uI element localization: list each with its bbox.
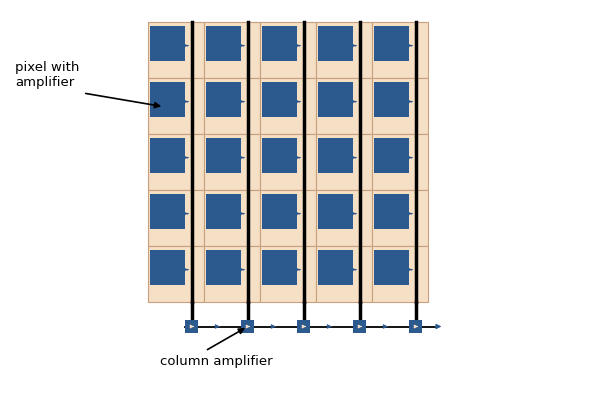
Bar [374,250,409,285]
Bar [260,78,316,134]
Bar [374,82,409,117]
Bar [374,194,409,229]
Bar [318,138,353,173]
Bar [148,246,204,302]
Bar [148,22,204,78]
Bar [316,78,372,134]
Bar [318,26,353,61]
Bar [262,194,297,229]
Bar [206,26,241,61]
Bar [372,78,428,134]
Bar [316,190,372,246]
Bar [241,320,254,333]
Bar [372,190,428,246]
Bar [374,138,409,173]
Bar [372,22,428,78]
Bar [204,190,260,246]
Bar [148,134,204,190]
Bar [206,194,241,229]
Bar [150,194,185,229]
Bar [260,134,316,190]
Bar [262,26,297,61]
Bar [148,78,204,134]
Bar [353,320,366,333]
Bar [185,320,198,333]
Bar [316,246,372,302]
Bar [204,78,260,134]
Bar [204,134,260,190]
Bar [148,190,204,246]
Bar [262,82,297,117]
Bar [262,250,297,285]
Text: column amplifier: column amplifier [160,354,272,368]
Bar [372,134,428,190]
Bar [374,26,409,61]
Bar [260,190,316,246]
Bar [206,82,241,117]
Bar [206,138,241,173]
Bar [316,134,372,190]
Bar [372,246,428,302]
Bar [297,320,310,333]
Bar [262,138,297,173]
Bar [150,250,185,285]
Bar [150,26,185,61]
Bar [409,320,422,333]
Bar [318,194,353,229]
Bar [206,250,241,285]
Bar [260,22,316,78]
Bar [318,250,353,285]
Bar [204,22,260,78]
Bar [150,138,185,173]
Bar [260,246,316,302]
Bar [316,22,372,78]
Text: pixel with
amplifier: pixel with amplifier [15,61,79,89]
Bar [318,82,353,117]
Bar [204,246,260,302]
Bar [150,82,185,117]
